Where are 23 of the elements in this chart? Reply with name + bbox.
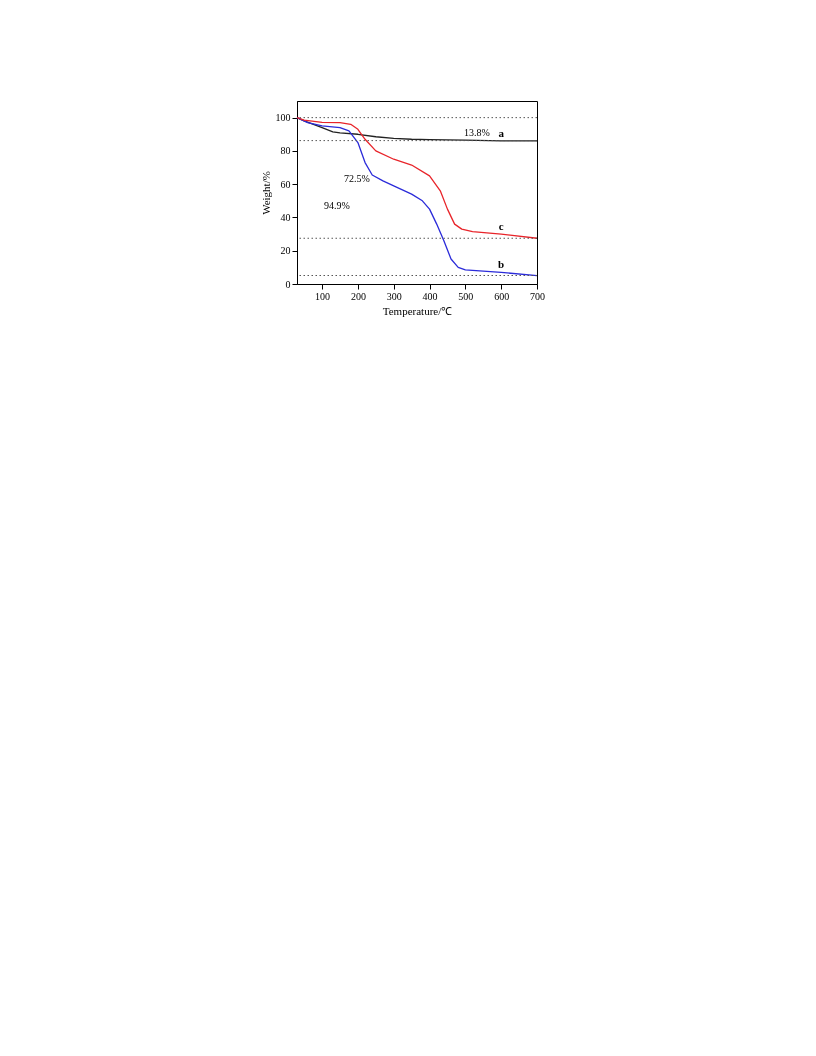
y-tick-label: 0	[285, 278, 291, 290]
y-tick-label: 80	[280, 145, 291, 157]
x-tick-label: 100	[315, 290, 331, 302]
annotation: 13.8%	[464, 127, 490, 138]
annotation: 72.5%	[344, 173, 370, 184]
y-tick-label: 20	[280, 245, 291, 257]
line-series	[296, 116, 538, 277]
y-tick-label: 60	[280, 178, 291, 190]
x-tick-label: 300	[386, 290, 402, 302]
annotation: 94.9%	[324, 200, 350, 211]
y-axis-title: Weight/%	[259, 171, 272, 215]
y-tick-label: 100	[275, 112, 291, 124]
line-series	[296, 116, 538, 239]
y-tick-label: 40	[280, 211, 291, 223]
series-label: b	[498, 258, 505, 271]
x-tick-label: 400	[422, 290, 438, 302]
series-label: a	[498, 126, 505, 139]
x-tick-label: 700	[530, 290, 545, 302]
series-label: c	[498, 220, 504, 233]
x-tick-label: 500	[458, 290, 474, 302]
x-axis-title: Temperature/℃	[382, 304, 453, 317]
x-tick-label: 600	[494, 290, 510, 302]
x-tick-label: 200	[350, 290, 366, 302]
